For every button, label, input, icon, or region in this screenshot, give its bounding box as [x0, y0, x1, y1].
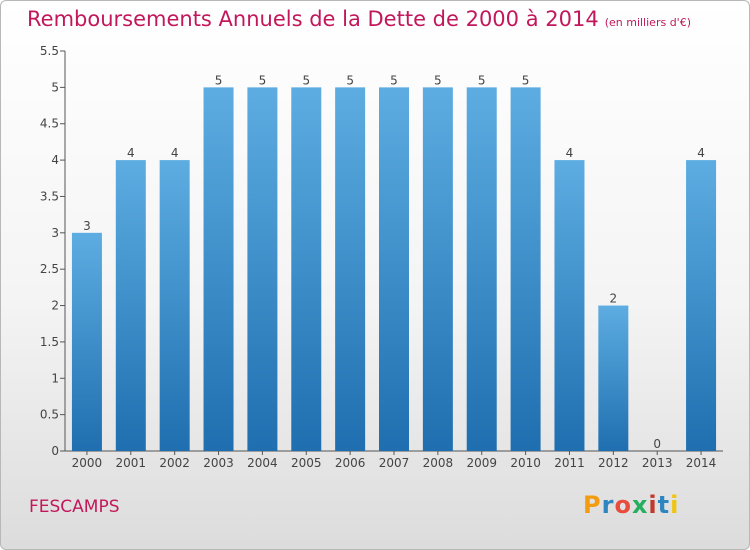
y-tick-label: 2 — [51, 299, 59, 313]
bar-2007 — [379, 87, 409, 451]
y-tick-label: 0.5 — [40, 408, 59, 422]
bar-2011 — [554, 160, 585, 451]
brand-letter: P — [583, 491, 602, 519]
bar-2008 — [422, 87, 453, 451]
x-tick-label-2014: 2014 — [686, 456, 717, 470]
bar-2004 — [247, 87, 278, 451]
bar-2003 — [203, 87, 234, 451]
x-tick-label-2013: 2013 — [642, 456, 673, 470]
city-name: FESCAMPS — [29, 497, 120, 517]
y-tick-label: 1 — [51, 371, 59, 385]
data-label-2013: 0 — [653, 437, 661, 451]
y-tick-labels: 0 0.5 1 1.5 2 2.5 3 3.5 4 4.5 5 5.5 — [40, 44, 59, 458]
bar-2005 — [291, 87, 322, 451]
data-label-2006: 5 — [346, 73, 354, 87]
data-label-2005: 5 — [302, 73, 310, 87]
data-label-2007: 5 — [390, 73, 398, 87]
data-label-2009: 5 — [478, 73, 486, 87]
x-tick-label-2006: 2006 — [335, 456, 366, 470]
y-tick-label: 4.5 — [40, 117, 59, 131]
bar-2009 — [466, 87, 497, 451]
x-tick-labels: 2000 2001 2002 2003 2004 2005 2006 2007 2008 2009… — [72, 456, 717, 470]
brand-letter: x — [631, 491, 649, 519]
x-tick-label-2007: 2007 — [379, 456, 410, 470]
x-tick-label-2001: 2001 — [116, 456, 147, 470]
bar-2006 — [335, 87, 366, 451]
x-tick-label-2004: 2004 — [247, 456, 278, 470]
data-label-2001: 4 — [127, 146, 135, 160]
brand-letter: r — [601, 491, 615, 519]
y-tick-label: 0 — [51, 444, 59, 458]
y-tick-label: 4 — [51, 153, 59, 167]
data-label-2002: 4 — [171, 146, 179, 160]
data-label-2010: 5 — [522, 73, 530, 87]
bar-2002 — [159, 160, 190, 451]
data-label-2012: 2 — [610, 292, 618, 306]
brand-letter: i — [648, 491, 658, 519]
brand-letter: i — [670, 491, 680, 519]
x-tick-label-2009: 2009 — [466, 456, 497, 470]
data-label-2000: 3 — [83, 219, 91, 233]
data-label-2014: 4 — [697, 146, 705, 160]
y-tick-label: 3.5 — [40, 189, 59, 203]
y-tick-label: 2.5 — [40, 262, 59, 276]
bar-2010 — [510, 87, 541, 451]
chart-unit: (en milliers d'€) — [604, 16, 691, 29]
x-tick-label-2003: 2003 — [203, 456, 234, 470]
y-tick-label: 3 — [51, 226, 59, 240]
bar-2012 — [598, 305, 629, 451]
brand-letter: o — [614, 491, 632, 519]
x-tick-label-2010: 2010 — [510, 456, 541, 470]
y-tick-label: 1.5 — [40, 335, 59, 349]
data-label-2003: 5 — [215, 73, 223, 87]
data-label-2008: 5 — [434, 73, 442, 87]
x-tick-label-2002: 2002 — [159, 456, 190, 470]
x-tick-label-2011: 2011 — [554, 456, 585, 470]
bars — [71, 87, 717, 451]
bar-2000 — [71, 232, 102, 451]
y-tick-label: 5.5 — [40, 44, 59, 58]
bar-2014 — [686, 160, 717, 451]
chart-title: Remboursements Annuels de la Dette de 20… — [27, 7, 691, 31]
y-tick-label: 5 — [51, 80, 59, 94]
proxiti-logo[interactable]: Proxiti — [583, 491, 679, 519]
data-label-2004: 5 — [259, 73, 267, 87]
bar-2001 — [115, 160, 146, 451]
data-labels: 3 4 4 5 5 5 5 5 5 5 5 4 2 0 4 — [83, 73, 705, 451]
x-tick-label-2012: 2012 — [598, 456, 629, 470]
x-tick-label-2005: 2005 — [291, 456, 322, 470]
brand-letter: t — [657, 491, 671, 519]
data-label-2011: 4 — [566, 146, 574, 160]
x-tick-label-2000: 2000 — [72, 456, 103, 470]
x-tick-label-2008: 2008 — [423, 456, 454, 470]
chart-title-text: Remboursements Annuels de la Dette de 20… — [27, 7, 599, 31]
